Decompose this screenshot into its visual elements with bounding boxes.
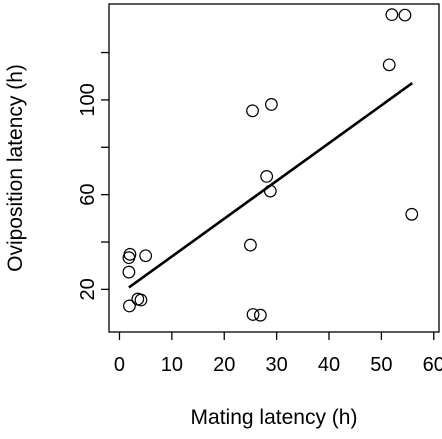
- data-point: [122, 265, 136, 279]
- x-tick-label: 30: [265, 354, 287, 376]
- data-point: [382, 58, 396, 72]
- x-axis-label: Mating latency (h): [191, 406, 358, 429]
- data-point: [134, 293, 148, 307]
- data-point: [263, 184, 277, 198]
- data-point: [246, 104, 259, 118]
- y-axis-label: Oviposition latency (h): [4, 64, 27, 272]
- data-point: [260, 170, 274, 183]
- data-point: [385, 8, 399, 22]
- x-axis: 0 10 20 30 40 50 60: [114, 332, 442, 376]
- x-tick-label: 10: [161, 354, 183, 376]
- data-point: [253, 308, 267, 322]
- data-point: [244, 238, 257, 252]
- y-tick-label: 100: [77, 83, 99, 116]
- x-tick-label: 20: [213, 354, 235, 376]
- y-axis: 20 60 100: [77, 51, 109, 300]
- plot-box: [108, 3, 440, 333]
- data-point: [123, 299, 136, 313]
- data-points: [122, 8, 419, 322]
- x-tick-label: 50: [370, 354, 392, 376]
- x-tick-label: 60: [423, 354, 442, 376]
- data-point: [139, 249, 153, 263]
- x-tick-label: 40: [318, 354, 340, 376]
- data-point: [405, 207, 419, 221]
- data-point: [246, 308, 260, 321]
- x-tick-label: 0: [114, 354, 125, 376]
- data-point: [123, 247, 137, 261]
- data-point: [264, 98, 278, 111]
- y-tick-label: 60: [77, 184, 99, 206]
- data-point: [398, 8, 412, 22]
- y-tick-label: 20: [77, 278, 99, 300]
